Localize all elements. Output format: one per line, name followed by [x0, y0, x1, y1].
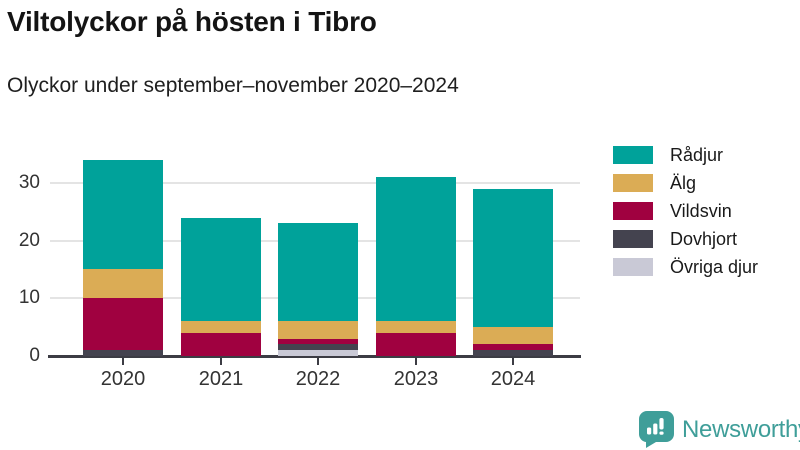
- bar-segment-2023-rådjur: [376, 177, 456, 321]
- legend-label: Övriga djur: [670, 256, 759, 277]
- newsworthy-wordmark: Newsworthy: [682, 415, 800, 443]
- legend-item-övriga-djur: Övriga djur: [613, 256, 759, 277]
- y-axis-tick-label: 0: [29, 345, 40, 366]
- x-axis-label-2020: 2020: [100, 368, 146, 390]
- bar-segment-2024-dovhjort: [473, 350, 553, 356]
- y-axis-tick-label: 10: [18, 287, 40, 308]
- x-axis-tick: [220, 358, 222, 365]
- legend-item-dovhjort: Dovhjort: [613, 228, 758, 249]
- x-axis-label-2024: 2024: [490, 368, 536, 390]
- x-axis-tick: [415, 358, 417, 365]
- x-axis-label-2023: 2023: [393, 368, 439, 390]
- legend: Rådjur Älg Vildsvin Dovhjort Övriga djur: [613, 144, 759, 286]
- legend-label: Rådjur: [670, 144, 724, 165]
- legend-swatch: [613, 202, 653, 220]
- bar-segment-2020-älg: [83, 269, 163, 298]
- legend-label: Dovhjort: [670, 228, 738, 249]
- bar-segment-2021-rådjur: [181, 218, 261, 321]
- bar-segment-2024-vildsvin: [473, 344, 553, 350]
- legend-swatch: [613, 258, 653, 276]
- legend-swatch: [613, 146, 653, 164]
- bar-segment-2022-övriga-djur: [278, 350, 358, 356]
- x-axis-line: [48, 355, 581, 358]
- newsworthy-logo-icon: [638, 411, 674, 448]
- legend-swatch: [613, 174, 653, 192]
- bar-segment-2022-vildsvin: [278, 339, 358, 344]
- x-axis-tick: [317, 358, 319, 365]
- bar-segment-2021-älg: [181, 321, 261, 333]
- legend-label: Vildsvin: [670, 200, 732, 221]
- bar-segment-2022-dovhjort: [278, 344, 358, 350]
- gridline-y30: [50, 182, 580, 184]
- bar-segment-2021-vildsvin: [181, 333, 261, 356]
- x-axis-tick: [122, 358, 124, 365]
- bar-segment-2020-rådjur: [83, 160, 163, 269]
- bar-segment-2020-vildsvin: [83, 298, 163, 350]
- bar-segment-2022-rådjur: [278, 223, 358, 321]
- y-axis-tick-label: 30: [18, 172, 40, 193]
- chart-subtitle: Olyckor under september–november 2020–20…: [7, 74, 459, 97]
- legend-item-rådjur: Rådjur: [613, 144, 758, 165]
- y-axis-tick-label: 20: [18, 230, 40, 251]
- bar-segment-2023-älg: [376, 321, 456, 333]
- legend-label: Älg: [670, 172, 697, 193]
- chart-title: Viltolyckor på hösten i Tibro: [7, 6, 377, 37]
- legend-item-älg: Älg: [613, 172, 758, 193]
- legend-swatch: [613, 230, 653, 248]
- newsworthy-logo[interactable]: Newsworthy: [638, 411, 800, 448]
- x-axis-tick: [512, 358, 514, 365]
- x-axis-label-2022: 2022: [295, 368, 341, 390]
- bar-segment-2024-älg: [473, 327, 553, 344]
- bar-segment-2020-dovhjort: [83, 350, 163, 356]
- legend-item-vildsvin: Vildsvin: [613, 200, 758, 221]
- bar-segment-2022-älg: [278, 321, 358, 339]
- bar-segment-2023-vildsvin: [376, 333, 456, 356]
- x-axis-label-2021: 2021: [198, 368, 244, 390]
- bar-segment-2024-rådjur: [473, 189, 553, 327]
